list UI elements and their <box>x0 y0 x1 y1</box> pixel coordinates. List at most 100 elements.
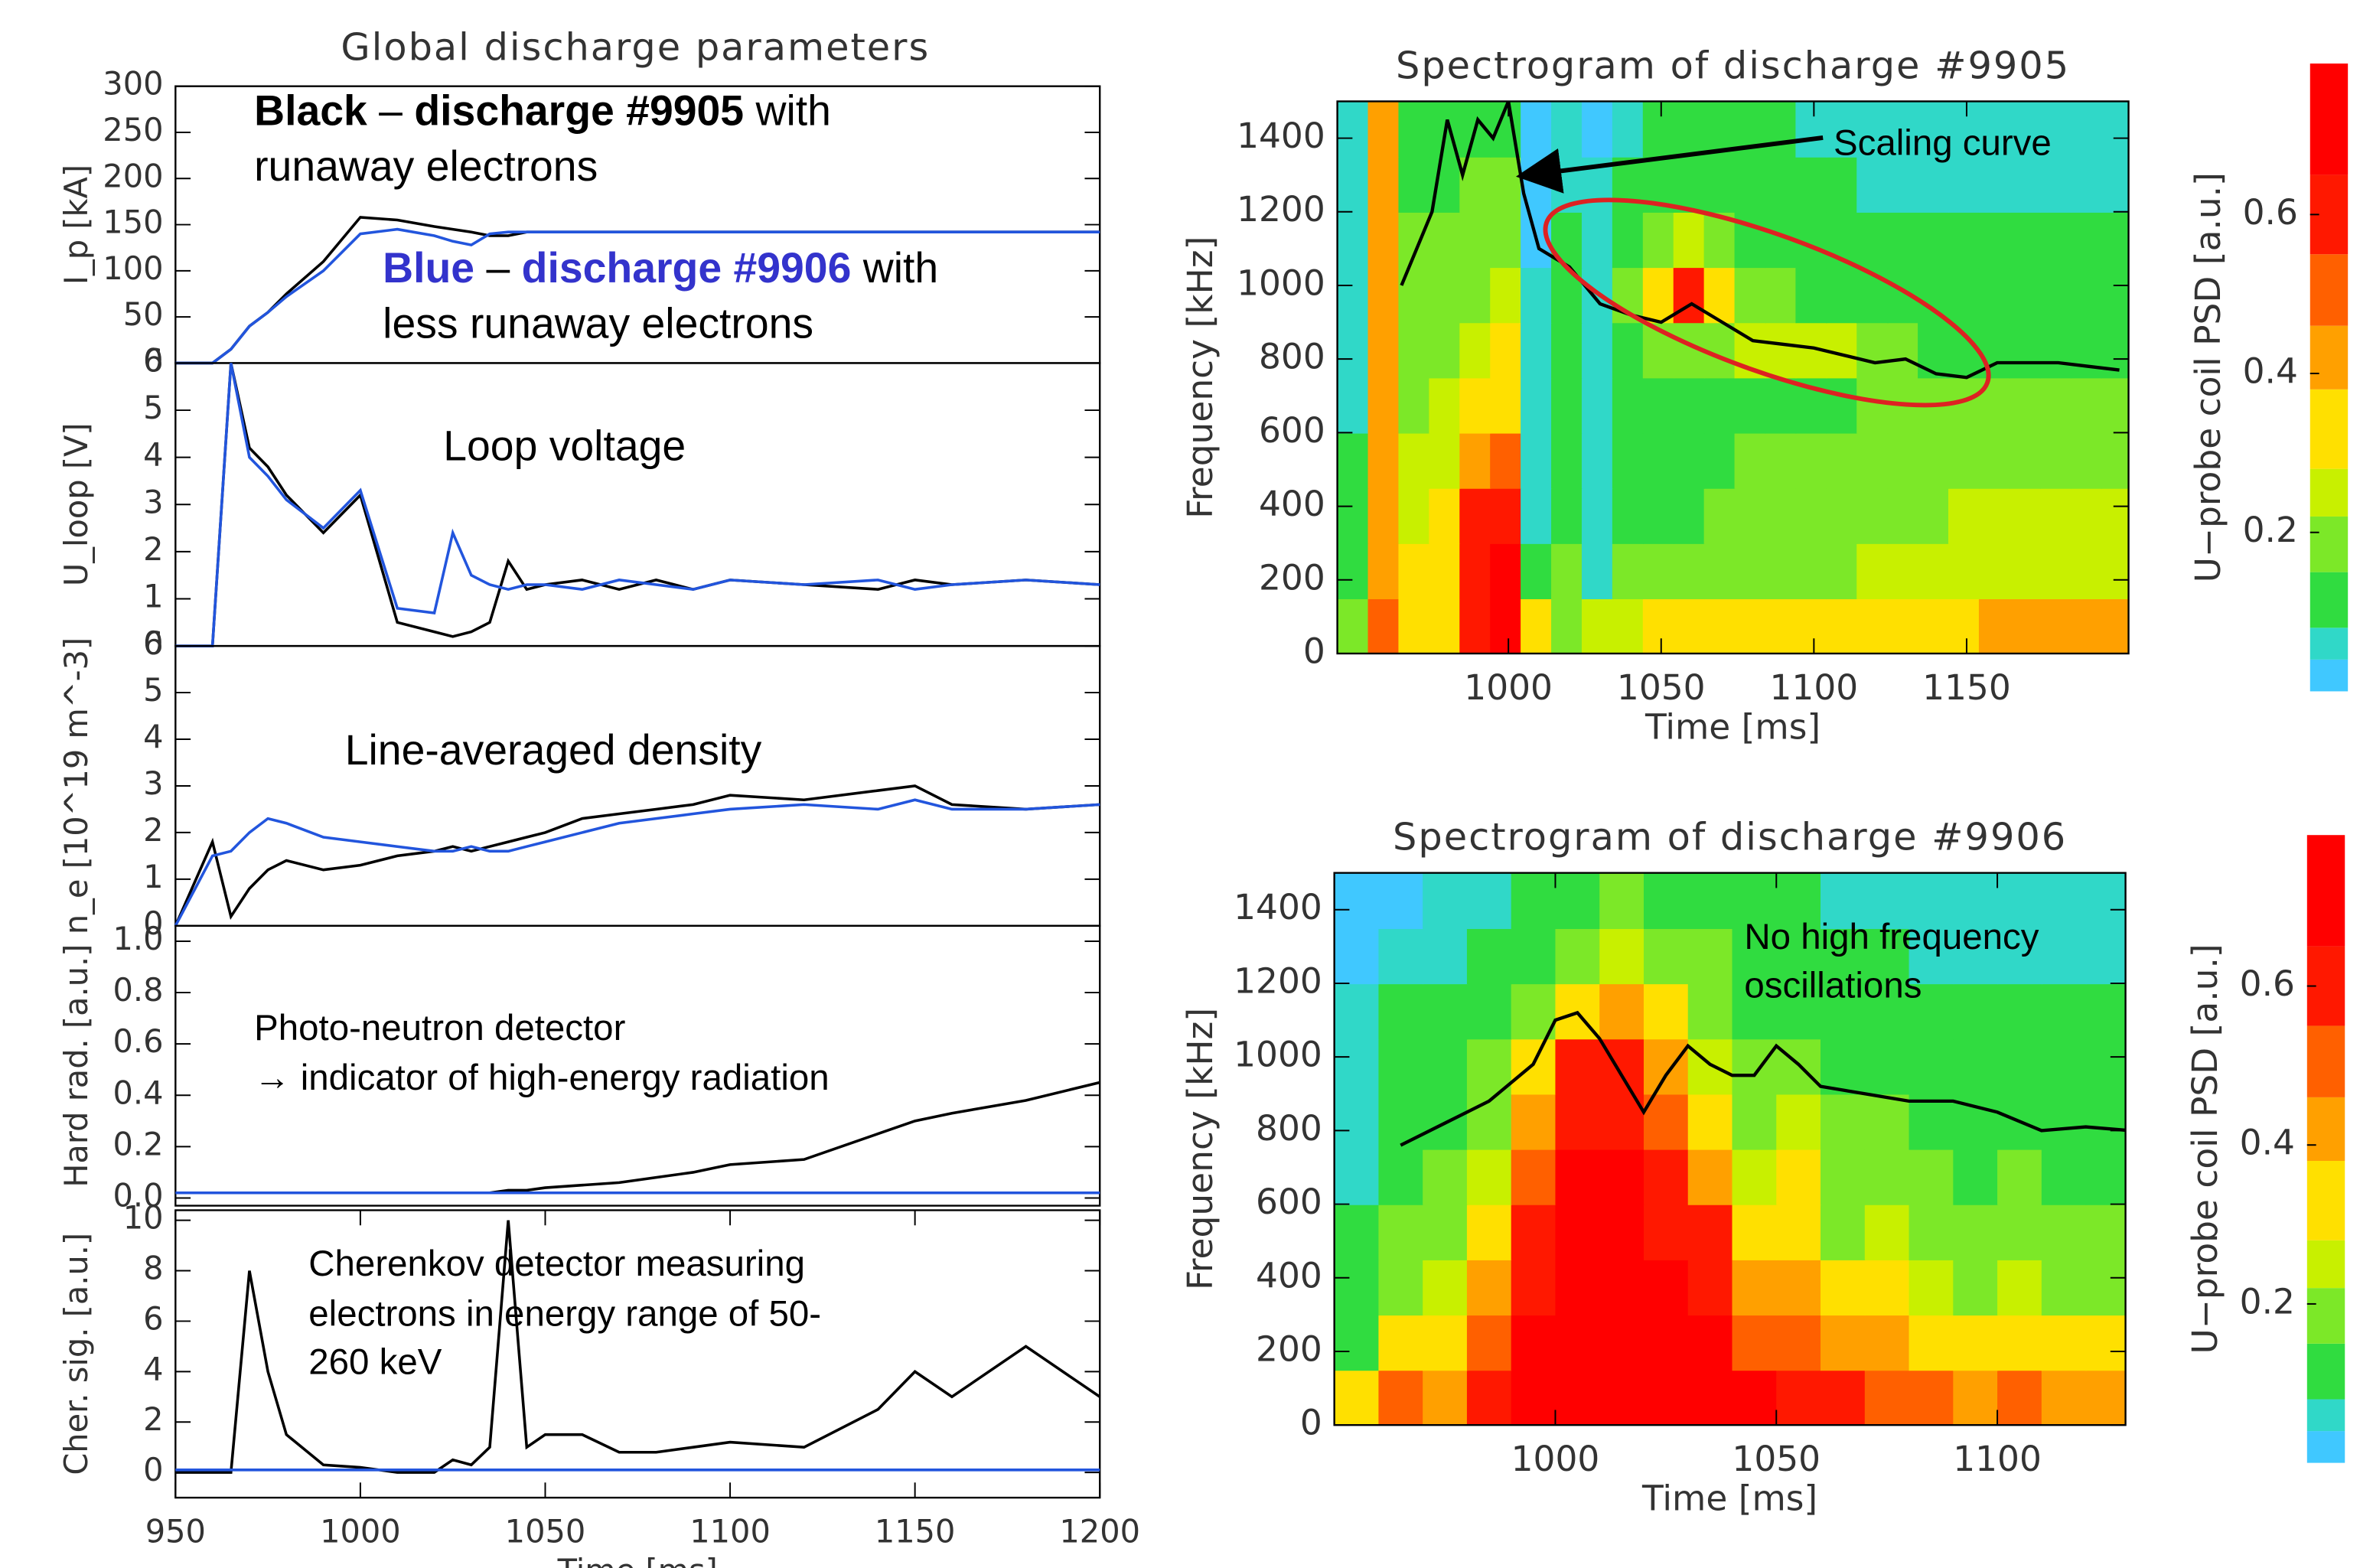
colorbar-band <box>2307 1025 2345 1097</box>
y-tick-label: 2 <box>143 1400 163 1438</box>
heatmap-cell <box>1612 488 1644 544</box>
x-axis-label: Time [ms] <box>557 1552 718 1568</box>
heatmap-cell <box>2042 1260 2087 1315</box>
heatmap-cell <box>1979 488 2010 544</box>
y-axis-label: U_loop [V] <box>57 422 95 586</box>
heatmap-cell <box>2040 267 2072 323</box>
heatmap-cell <box>2010 598 2041 654</box>
heatmap-cell <box>1704 543 1736 599</box>
colorbar-label: U−probe coil PSD [a.u.] <box>2188 172 2228 582</box>
colorbar-band <box>2307 1344 2345 1400</box>
heatmap-cell <box>1429 543 1460 599</box>
heatmap-cell <box>1979 267 2010 323</box>
heatmap-cell <box>2010 543 2041 599</box>
x-tick-label: 1050 <box>1617 667 1706 708</box>
heatmap-cell <box>1398 488 1429 544</box>
heatmap-cell <box>1368 157 1400 213</box>
y-tick-label: 1000 <box>1237 262 1325 303</box>
heatmap-cell <box>1732 1260 1777 1315</box>
heatmap-cell <box>1582 212 1613 268</box>
heatmap-cell <box>2086 1260 2131 1315</box>
heatmap-cell <box>1429 212 1460 268</box>
heatmap-cell <box>1368 267 1400 323</box>
heatmap-cell <box>1398 267 1429 323</box>
heatmap-cell <box>1795 157 1827 213</box>
annotation: less runaway electrons <box>383 300 813 347</box>
heatmap-cell <box>1979 157 2010 213</box>
heatmap-cell <box>1765 543 1796 599</box>
heatmap-cell <box>1643 543 1674 599</box>
heatmap-cell <box>1776 1370 1821 1426</box>
y-tick-label: 4 <box>143 718 163 755</box>
plot-frame <box>175 646 1100 926</box>
heatmap-cell <box>1521 101 1552 157</box>
heatmap-cell <box>1599 1260 1645 1315</box>
heatmap-cell <box>1555 1149 1600 1205</box>
heatmap-cell <box>1826 598 1857 654</box>
annotation: 260 keV <box>308 1342 442 1383</box>
annotation: Scaling curve <box>1834 122 2052 163</box>
heatmap-cell <box>1459 377 1491 433</box>
heatmap-cell <box>1795 432 1827 488</box>
heatmap-cell <box>2010 267 2041 323</box>
colorbar-label: U−probe coil PSD [a.u.] <box>2185 944 2225 1354</box>
y-tick-label: 1.0 <box>113 920 164 957</box>
heatmap-cell <box>1429 432 1460 488</box>
heatmap-cell <box>1732 1370 1777 1426</box>
heatmap-cell <box>1821 1315 1866 1371</box>
series-line <box>175 1082 1100 1192</box>
heatmap-cell <box>1735 488 1766 544</box>
heatmap-cell <box>1599 873 1645 929</box>
heatmap-cell <box>1821 1149 1866 1205</box>
x-tick-label: 1100 <box>1953 1439 2042 1479</box>
heatmap-cell <box>1918 543 1949 599</box>
colorbar-band <box>2307 1240 2345 1288</box>
y-tick-label: 10 <box>123 1199 164 1237</box>
heatmap-cell <box>1918 267 1949 323</box>
x-tick-label: 1050 <box>1732 1439 1821 1479</box>
heatmap-cell <box>1674 101 1705 157</box>
heatmap-cell <box>2042 1205 2087 1260</box>
chart-title: Global discharge parameters <box>341 25 930 70</box>
heatmap-cell <box>1856 322 1888 378</box>
heatmap-cell <box>2086 983 2131 1039</box>
heatmap-cell <box>1865 1205 1910 1260</box>
colorbar-band <box>2310 517 2348 572</box>
y-tick-label: 0.2 <box>113 1125 164 1162</box>
heatmap-cell <box>1732 1149 1777 1205</box>
y-tick-label: 0.6 <box>113 1022 164 1060</box>
heatmap-cell <box>1338 322 1369 378</box>
annotation: → indicator of high-energy radiation <box>254 1058 830 1098</box>
heatmap-cell <box>1674 377 1705 433</box>
heatmap-cell <box>1612 543 1644 599</box>
heatmap-cell <box>1979 212 2010 268</box>
heatmap-cell <box>1997 1149 2042 1205</box>
heatmap-cell <box>1459 267 1491 323</box>
heatmap-cell <box>1555 928 1600 984</box>
heatmap-cell <box>1688 1260 1733 1315</box>
heatmap-cell <box>1688 1149 1733 1205</box>
heatmap-cell <box>1555 1260 1600 1315</box>
heatmap-cell <box>1423 1370 1468 1426</box>
annotation-part: Black <box>254 86 367 134</box>
heatmap-cell <box>1997 1038 2042 1094</box>
heatmap-cell <box>1582 432 1613 488</box>
heatmap-cell <box>1582 101 1613 157</box>
heatmap-cell <box>1887 598 1918 654</box>
heatmap-cell <box>1467 1260 1512 1315</box>
heatmap-cell <box>1551 322 1583 378</box>
heatmap-cell <box>1948 488 1980 544</box>
heatmap-cell <box>1918 432 1949 488</box>
heatmap-cell <box>2042 873 2087 929</box>
heatmap-cell <box>1948 598 1980 654</box>
heatmap-cell <box>1582 322 1613 378</box>
heatmap-cell <box>2086 928 2131 984</box>
heatmap-cell <box>1856 377 1888 433</box>
heatmap-cell <box>1997 1370 2042 1426</box>
heatmap-cell <box>1918 157 1949 213</box>
heatmap-cell <box>1612 377 1644 433</box>
heatmap-cell <box>2071 157 2102 213</box>
heatmap-cell <box>1644 928 1689 984</box>
heatmap-cell <box>1948 543 1980 599</box>
heatmap-cell <box>1948 212 1980 268</box>
